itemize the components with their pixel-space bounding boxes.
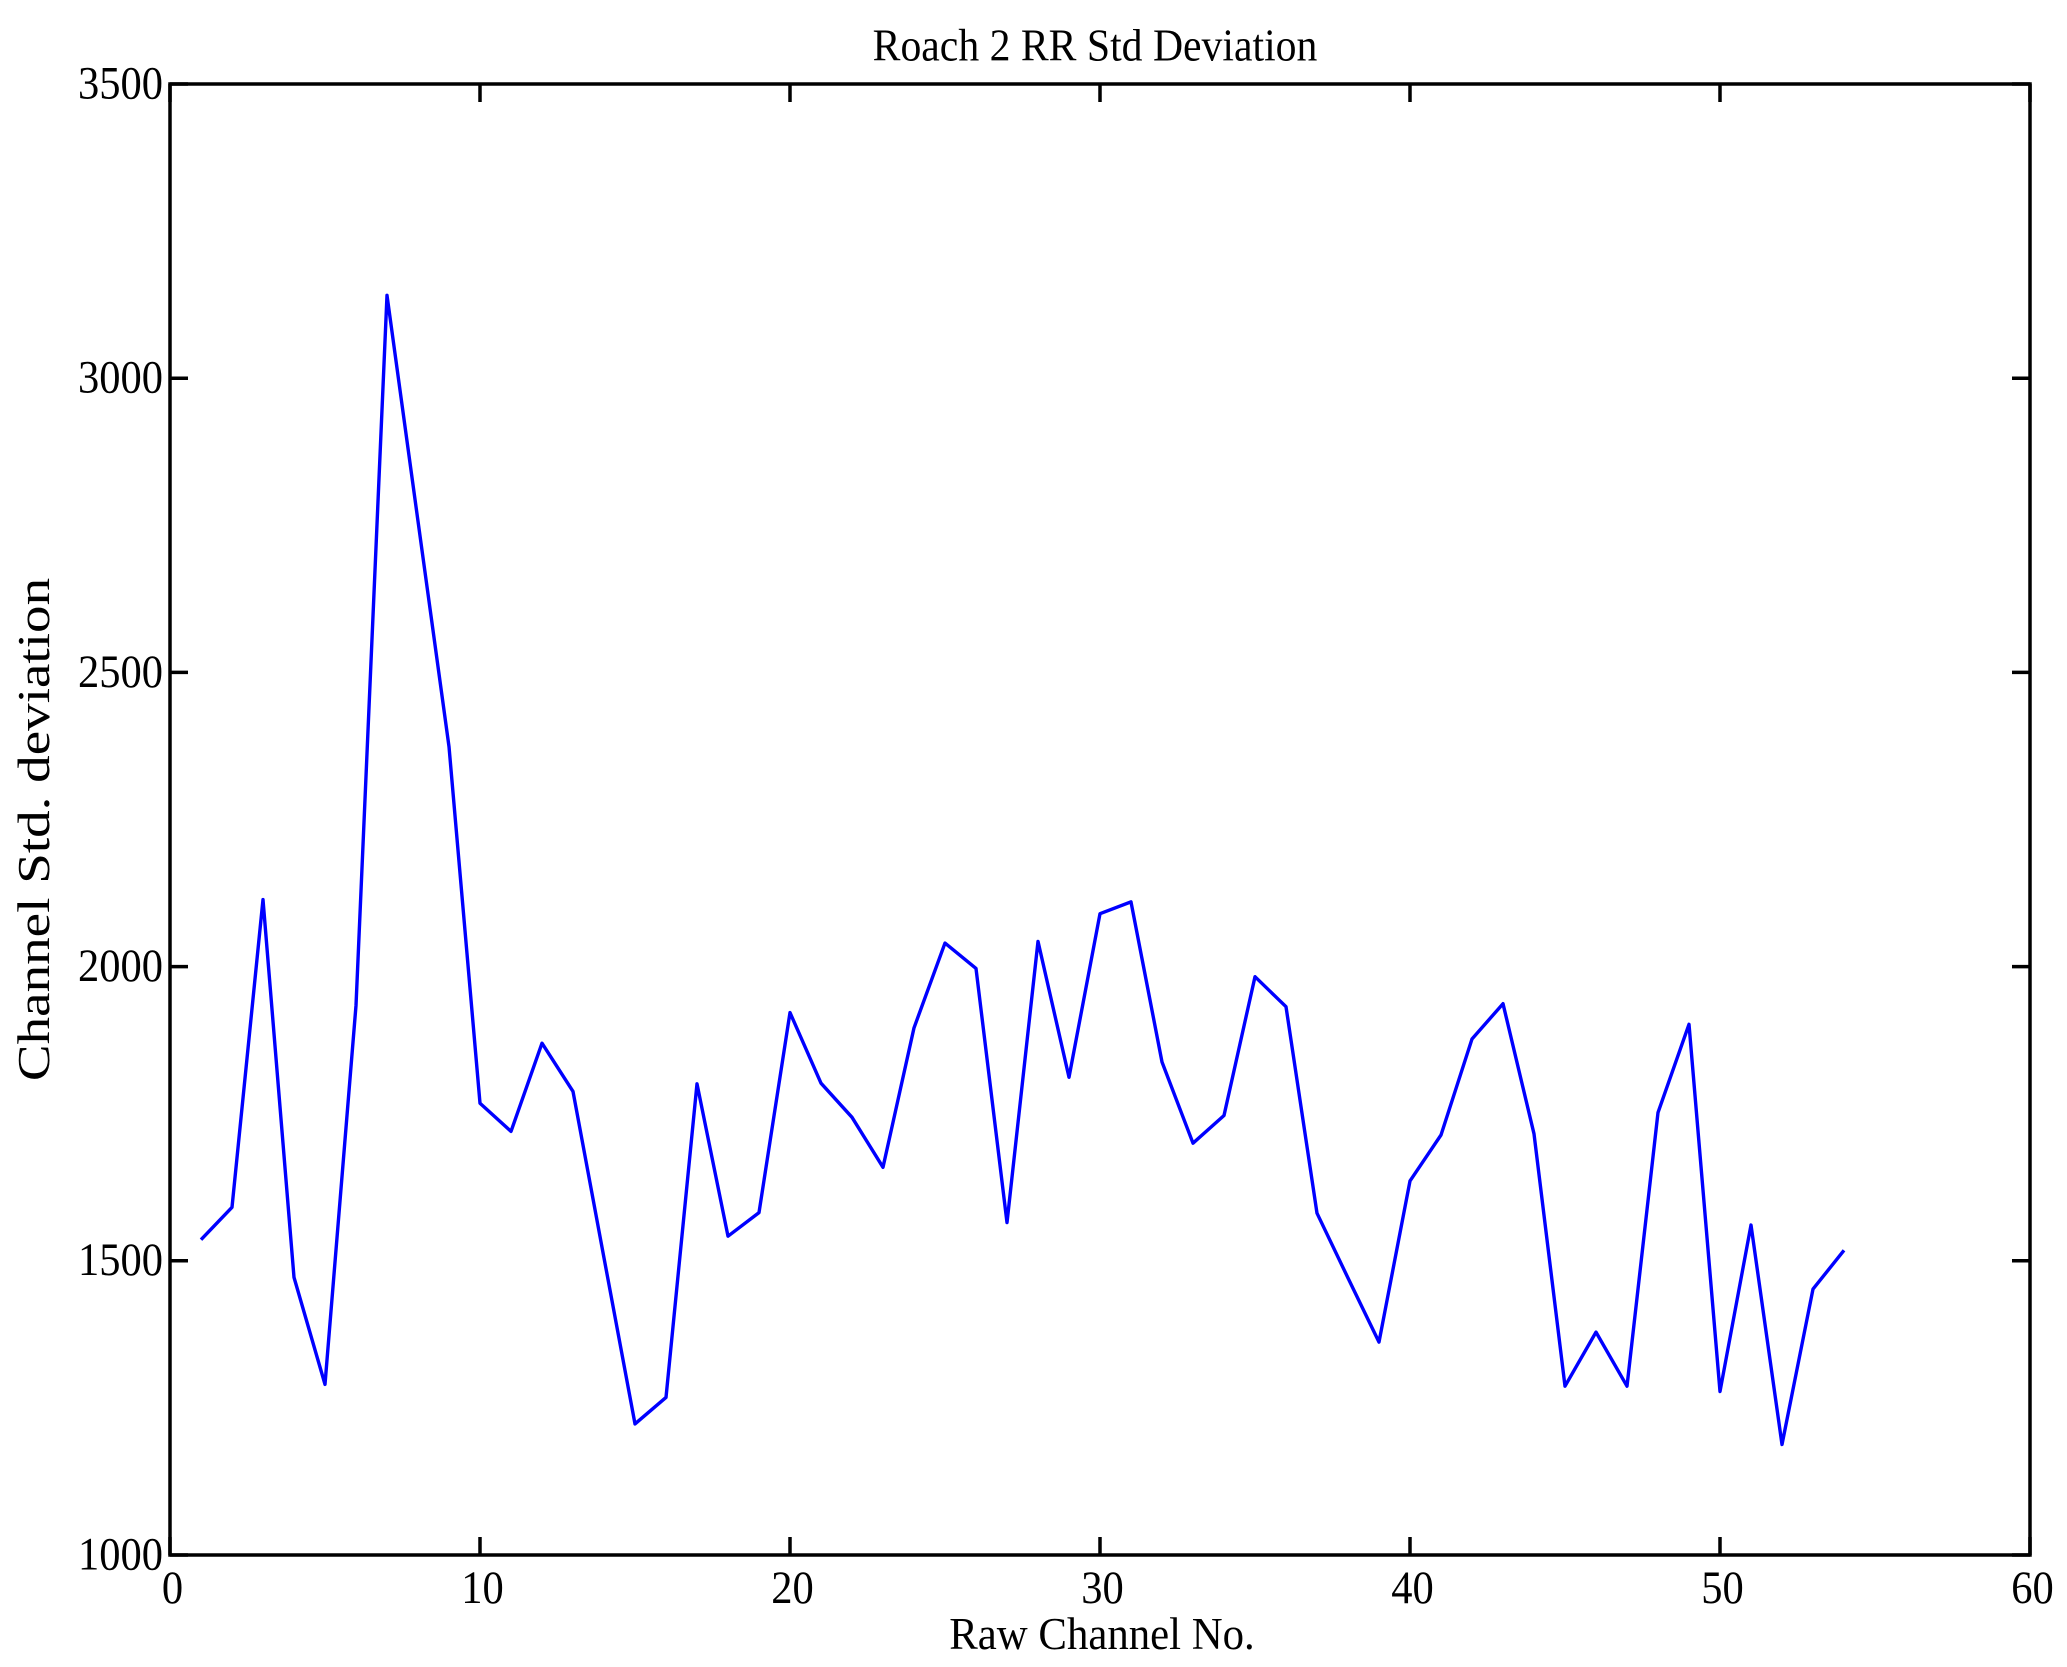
svg-text:3000: 3000 bbox=[78, 351, 163, 403]
svg-text:0: 0 bbox=[162, 1561, 183, 1613]
svg-text:30: 30 bbox=[1081, 1561, 1123, 1613]
svg-text:2500: 2500 bbox=[78, 645, 163, 697]
svg-text:1000: 1000 bbox=[78, 1527, 163, 1579]
svg-text:Raw Channel No.: Raw Channel No. bbox=[949, 1609, 1254, 1659]
svg-text:20: 20 bbox=[771, 1561, 813, 1613]
svg-text:1500: 1500 bbox=[78, 1233, 163, 1285]
svg-text:Channel Std. deviation: Channel Std. deviation bbox=[8, 578, 59, 1081]
svg-text:60: 60 bbox=[2011, 1561, 2053, 1613]
svg-text:Roach 2 RR Std Deviation: Roach 2 RR Std Deviation bbox=[873, 21, 1318, 71]
svg-text:10: 10 bbox=[461, 1561, 503, 1613]
svg-text:2000: 2000 bbox=[78, 939, 163, 991]
svg-text:3500: 3500 bbox=[78, 56, 163, 108]
svg-text:40: 40 bbox=[1391, 1561, 1433, 1613]
svg-text:50: 50 bbox=[1701, 1561, 1743, 1613]
